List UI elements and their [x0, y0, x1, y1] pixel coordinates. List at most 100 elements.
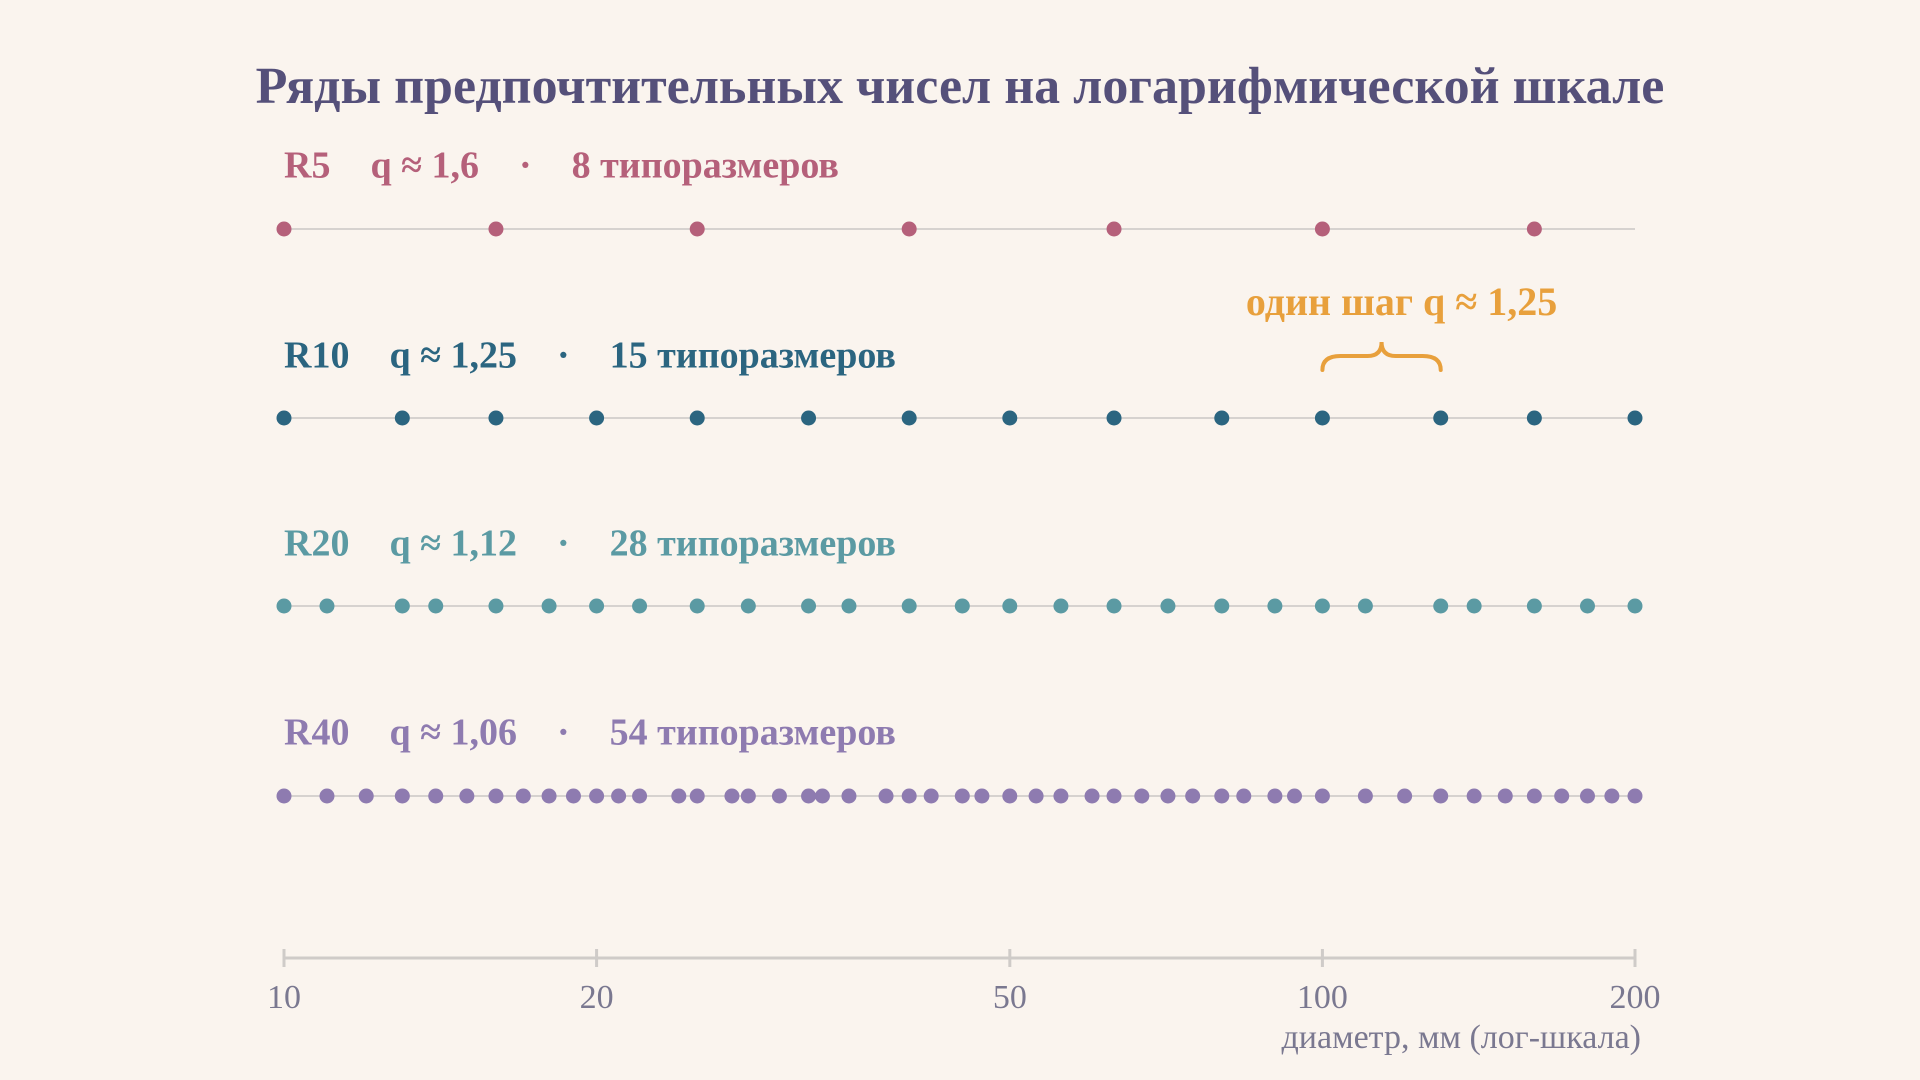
dot — [1236, 788, 1252, 804]
dot — [1160, 788, 1176, 804]
x-tick-label: 50 — [993, 979, 1027, 1016]
dot — [276, 410, 292, 426]
dot — [1627, 598, 1643, 614]
dot — [589, 410, 605, 426]
dot — [1526, 410, 1542, 426]
series-name: R40 — [284, 712, 349, 754]
dot — [276, 598, 292, 614]
dot — [1106, 410, 1122, 426]
dot — [801, 788, 817, 804]
dot — [901, 598, 917, 614]
dot — [1002, 598, 1018, 614]
series-ratio: q ≈ 1,12 — [389, 523, 517, 565]
series-count: 8 типоразмеров — [572, 145, 839, 187]
annotation-text: один шаг q ≈ 1,25 — [1246, 279, 1557, 324]
dot — [565, 788, 581, 804]
dot — [1053, 598, 1069, 614]
dot — [841, 598, 857, 614]
dot — [1314, 221, 1330, 237]
series-name: R5 — [284, 145, 330, 187]
dot — [901, 410, 917, 426]
dot — [689, 788, 705, 804]
dot — [689, 410, 705, 426]
dot — [488, 410, 504, 426]
dot — [740, 598, 756, 614]
series-ratio: q ≈ 1,06 — [389, 712, 517, 754]
dot — [1554, 788, 1570, 804]
series-count: 15 типоразмеров — [610, 335, 896, 377]
dot — [1314, 410, 1330, 426]
dot — [954, 598, 970, 614]
dot — [1433, 598, 1449, 614]
dot — [1267, 788, 1283, 804]
dot — [1466, 788, 1482, 804]
step-brace — [1320, 341, 1443, 372]
separator: · — [557, 335, 570, 377]
series-name: R20 — [284, 523, 349, 565]
dot — [1627, 788, 1643, 804]
dot — [1526, 788, 1542, 804]
dot — [358, 788, 374, 804]
dot — [276, 221, 292, 237]
dot — [801, 410, 817, 426]
dot — [689, 598, 705, 614]
dot — [689, 221, 705, 237]
dot — [740, 788, 756, 804]
dot — [1526, 221, 1542, 237]
x-tick-label: 20 — [580, 979, 614, 1016]
dot — [801, 598, 817, 614]
dot — [1526, 598, 1542, 614]
dot — [319, 788, 335, 804]
dot — [1134, 788, 1150, 804]
dot — [488, 598, 504, 614]
x-tick-label: 10 — [267, 979, 301, 1016]
dot — [1214, 788, 1230, 804]
series-ratio: q ≈ 1,25 — [389, 335, 517, 377]
dot — [841, 788, 857, 804]
dot — [901, 788, 917, 804]
dot — [1287, 788, 1303, 804]
series-name: R10 — [284, 335, 349, 377]
chart-title: Ряды предпочтительных чисел на логарифми… — [256, 58, 1665, 115]
x-tick-label: 200 — [1610, 979, 1661, 1016]
separator: · — [519, 145, 532, 187]
dot — [589, 598, 605, 614]
dot — [1267, 598, 1283, 614]
dot — [1185, 788, 1201, 804]
dot — [1106, 598, 1122, 614]
dot — [394, 410, 410, 426]
dot — [901, 221, 917, 237]
dot — [632, 788, 648, 804]
dot — [428, 788, 444, 804]
dot — [541, 598, 557, 614]
dot — [1466, 598, 1482, 614]
dot — [1497, 788, 1513, 804]
dot — [589, 788, 605, 804]
dot — [1604, 788, 1620, 804]
dot — [878, 788, 894, 804]
dot — [1357, 788, 1373, 804]
series-ratio: q ≈ 1,6 — [370, 145, 479, 187]
x-axis-label: диаметр, мм (лог-шкала) — [1281, 1019, 1641, 1056]
separator: · — [557, 523, 570, 565]
dot — [1053, 788, 1069, 804]
dot — [923, 788, 939, 804]
dot — [671, 788, 687, 804]
dot — [541, 788, 557, 804]
dot — [724, 788, 740, 804]
dot — [954, 788, 970, 804]
dot — [1028, 788, 1044, 804]
series-count: 28 типоразмеров — [610, 523, 896, 565]
dot — [1084, 788, 1100, 804]
dot — [814, 788, 830, 804]
dot — [1357, 598, 1373, 614]
dot — [1106, 221, 1122, 237]
dot — [1214, 598, 1230, 614]
dot — [1314, 598, 1330, 614]
dot — [1433, 410, 1449, 426]
dot — [1397, 788, 1413, 804]
dot — [974, 788, 990, 804]
